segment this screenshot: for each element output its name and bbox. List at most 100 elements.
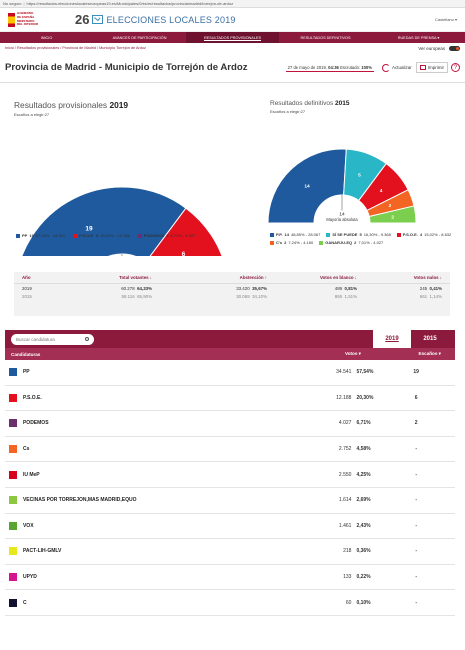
table-row[interactable]: C 60 0,10% - bbox=[5, 590, 455, 616]
url-text[interactable]: https://resultados.eleccioneslocaleseuro… bbox=[26, 1, 234, 6]
legend-swatch bbox=[16, 233, 20, 238]
legend-item: PODEMOS 2 6,71% - 4.027 bbox=[137, 233, 195, 238]
refresh-button[interactable]: Actualizar bbox=[381, 63, 412, 72]
table-row[interactable]: IU MeP 2.550 4,25% - bbox=[5, 462, 455, 488]
summary-col-voters[interactable]: Total votantes ↓ bbox=[119, 275, 152, 280]
seat-arc-segment[interactable] bbox=[15, 186, 187, 256]
legend-swatch bbox=[270, 232, 274, 237]
candidate-search-input[interactable]: Buscar candidatura bbox=[11, 333, 94, 345]
table-row[interactable]: VECINAS POR TORREJON,MAS MADRID,EQUO 1.61… bbox=[5, 488, 455, 514]
seat-count-label: 19 bbox=[85, 225, 93, 232]
tab-2019[interactable]: 2019 bbox=[373, 330, 411, 348]
seat-count-label: 14 bbox=[304, 184, 310, 190]
summary-col-null[interactable]: Votos nulos ↓ bbox=[413, 275, 442, 280]
legend-swatch bbox=[319, 240, 324, 245]
party-color-swatch bbox=[9, 521, 17, 530]
col-escanos[interactable]: Escaños ▾ bbox=[418, 351, 441, 356]
table-row[interactable]: PACT-LIH-GMLV 218 0,36% - bbox=[5, 539, 455, 565]
charts-area: Resultados provisionales 2019 Escaños a … bbox=[0, 94, 465, 266]
year-tabs: 2019 2015 bbox=[373, 330, 449, 348]
nav-item-inicio[interactable]: INICIO bbox=[40, 35, 53, 40]
party-seats: - bbox=[415, 548, 417, 555]
table-row[interactable]: P.S.O.E. 12.188 20,30% 6 bbox=[5, 386, 455, 412]
legend-swatch bbox=[137, 233, 142, 238]
party-percentage: 57,54% bbox=[356, 369, 374, 376]
party-color-swatch bbox=[9, 496, 17, 505]
browser-url-bar[interactable]: No seguro | https://resultados.eleccione… bbox=[0, 0, 465, 8]
party-color-swatch bbox=[9, 393, 17, 402]
col-votos[interactable]: Votos ▾ bbox=[344, 351, 361, 356]
party-seats: - bbox=[415, 599, 417, 606]
brand-number: 26 bbox=[75, 12, 90, 27]
party-votes: 218 bbox=[343, 548, 352, 555]
provisional-legend: PP 19 57,54% - 34.541 P.S.O.E. 6 20,30% - 12.… bbox=[16, 233, 256, 238]
party-color-swatch bbox=[9, 547, 17, 556]
nav-item-definitivos[interactable]: RESULTADOS DEFINITIVOS bbox=[300, 35, 351, 40]
table-row[interactable]: Cs 2.752 4,58% - bbox=[5, 437, 455, 463]
party-name: C bbox=[22, 599, 27, 606]
legend-swatch bbox=[326, 232, 331, 237]
party-color-swatch bbox=[9, 573, 17, 582]
euro-toggle-label: Ver europeas bbox=[418, 45, 445, 51]
update-info: 27 de mayo de 2019, 04:36 Escrutado: 100… bbox=[285, 64, 374, 72]
government-logo[interactable]: GOBIERNO DE ESPAÑA MINISTERIO DEL INTERI… bbox=[8, 11, 41, 28]
language-selector[interactable]: Castellano ▾ bbox=[434, 17, 457, 22]
breadcrumb-bar: Inicio / Resultados provisionales / Prov… bbox=[0, 43, 465, 53]
definitive-seats-to-elect: Escaños a elegir:27 bbox=[270, 109, 306, 114]
euro-toggle[interactable] bbox=[449, 45, 460, 51]
tab-2015[interactable]: 2015 bbox=[423, 336, 437, 342]
legend-swatch bbox=[270, 240, 274, 245]
printer-icon bbox=[419, 65, 426, 70]
main-nav: INICIO AVANCES DE PARTICIPACIÓN RESULTAD… bbox=[0, 32, 465, 43]
table-row[interactable]: PODEMOS 4.027 6,71% 2 bbox=[5, 411, 455, 437]
seat-arc-segment[interactable] bbox=[368, 205, 417, 224]
table-row[interactable]: PP 34.541 57,54% 19 bbox=[5, 360, 455, 386]
elections-brand[interactable]: 26 ELECCIONES LOCALES 2019 bbox=[75, 12, 236, 27]
party-seats: - bbox=[415, 497, 417, 504]
page-title: Provincia de Madrid - Municipio de Torre… bbox=[5, 62, 248, 73]
party-percentage: 20,30% bbox=[356, 394, 374, 401]
summary-col-abstention[interactable]: Abstención ↑ bbox=[239, 275, 267, 280]
party-color-swatch bbox=[9, 470, 17, 479]
party-name: P.S.O.E. bbox=[22, 394, 42, 401]
summary-row-2019: 2019 60.278 64,33% 33.420 35,67% 489 0,8… bbox=[22, 285, 442, 291]
summary-col-blank[interactable]: Votos en blanco ↓ bbox=[320, 275, 357, 280]
turnout-summary-table: Año Total votantes ↓ Abstención ↑ Votos … bbox=[14, 272, 450, 316]
col-candidaturas: Candidaturas bbox=[11, 351, 41, 357]
print-button[interactable]: Imprimir bbox=[415, 62, 448, 73]
candidates-list: PP 34.541 57,54% 19 P.S.O.E. 12.188 20,30% 6 POD… bbox=[5, 360, 455, 616]
nav-item-prensa[interactable]: RUEDAS DE PRENSA ▾ bbox=[397, 36, 440, 40]
legend-item: GANARJU-EQ 2 7,01% - 4.027 bbox=[319, 240, 383, 245]
provisional-title: Resultados provisionales 2019 bbox=[14, 100, 129, 110]
help-icon[interactable]: ? bbox=[451, 63, 460, 72]
legend-item: P.S.O.E. 6 20,30% - 12.188 bbox=[73, 233, 130, 238]
refresh-label: Actualizar bbox=[391, 65, 412, 70]
nav-item-avances[interactable]: AVANCES DE PARTICIPACIÓN bbox=[112, 35, 167, 40]
party-votes: 34.541 bbox=[336, 369, 352, 376]
title-bar: Provincia de Madrid - Municipio de Torre… bbox=[0, 53, 465, 83]
provisional-seats-chart: 196214Mayoría absoluta bbox=[15, 186, 226, 256]
party-percentage: 2,69% bbox=[356, 497, 371, 504]
seat-arc-segment[interactable] bbox=[267, 148, 347, 224]
legend-item: P.S.O.E. 4 15,02% - 8.632 bbox=[396, 232, 451, 237]
summary-row-2015: 2015 58.116 65,90% 30.069 34,10% 865 1,5… bbox=[22, 293, 442, 299]
party-votes: 2.550 bbox=[338, 471, 352, 478]
party-seats: 19 bbox=[413, 369, 419, 376]
table-row[interactable]: VOX 1.461 2,43% - bbox=[5, 514, 455, 540]
party-votes: 1.461 bbox=[338, 522, 352, 529]
table-row[interactable]: UPYD 133 0,22% - bbox=[5, 565, 455, 591]
nav-item-provisionales[interactable]: RESULTADOS PROVISIONALES bbox=[186, 32, 279, 43]
party-name: IU MeP bbox=[22, 471, 40, 478]
logo-text: GOBIERNO DE ESPAÑA MINISTERIO DEL INTERI… bbox=[17, 11, 39, 27]
seat-arc-segment[interactable] bbox=[146, 207, 226, 256]
party-name: UPYD bbox=[22, 574, 37, 581]
summary-col-year[interactable]: Año bbox=[22, 275, 31, 280]
search-icon bbox=[84, 336, 89, 342]
party-percentage: 4,58% bbox=[356, 446, 371, 453]
breadcrumb[interactable]: Inicio / Resultados provisionales / Prov… bbox=[5, 46, 146, 50]
site-header: GOBIERNO DE ESPAÑA MINISTERIO DEL INTERI… bbox=[0, 8, 465, 32]
legend-item: PP 19 57,54% - 34.541 bbox=[16, 233, 65, 238]
party-seats: 2 bbox=[414, 420, 418, 427]
party-name: PP bbox=[22, 369, 30, 376]
